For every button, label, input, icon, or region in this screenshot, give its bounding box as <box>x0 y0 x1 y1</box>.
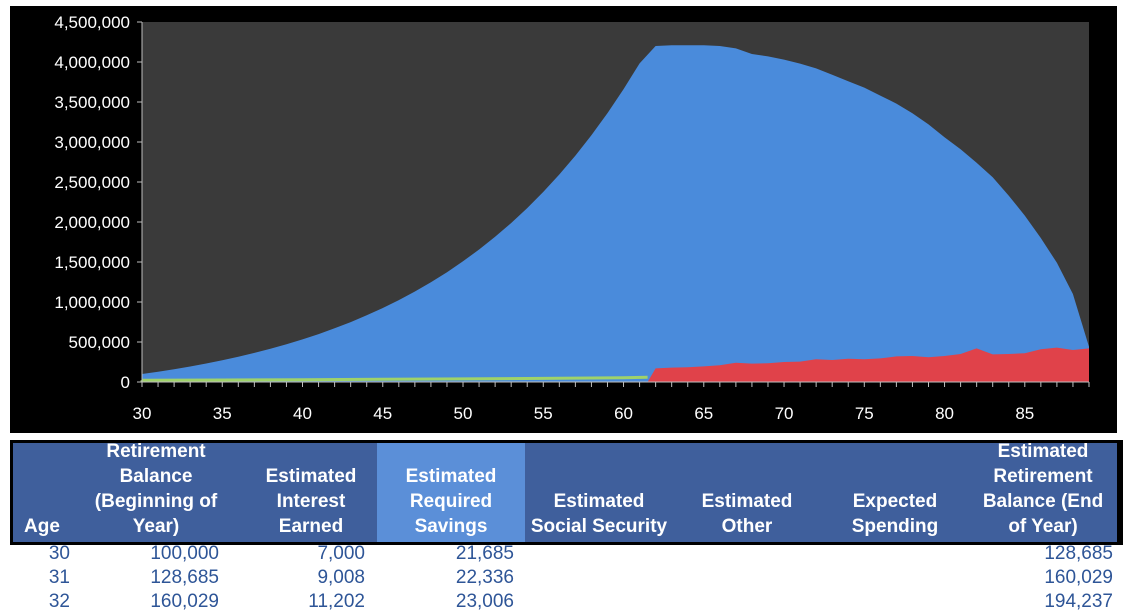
x-tick-label: 70 <box>775 404 794 423</box>
y-tick-label: 0 <box>121 373 130 392</box>
column-header-0: Age <box>13 443 71 542</box>
column-header-line: Age <box>24 516 60 537</box>
cell-begin: 160,029 <box>150 591 219 612</box>
column-header-line: Earned <box>278 516 344 537</box>
table-header-box: Age Retirement Balance (Beginning of Year) Es… <box>10 440 1123 545</box>
x-tick-label: 85 <box>1015 404 1034 423</box>
column-header-3: Estimated Required Savings <box>377 443 525 542</box>
series-spending-area <box>647 347 1089 382</box>
cell-age: 31 <box>48 567 70 588</box>
x-tick-label: 40 <box>293 404 312 423</box>
column-header-line: Estimated <box>553 491 645 512</box>
cell-interest: 11,202 <box>308 591 365 612</box>
x-tick-label: 35 <box>213 404 232 423</box>
cell-begin: 100,000 <box>150 543 219 564</box>
cell-age: 32 <box>48 591 70 612</box>
x-tick-label: 45 <box>373 404 392 423</box>
column-header-line: Estimated <box>997 443 1089 462</box>
column-header-line: Social Security <box>530 516 668 537</box>
cell-savings: 23,006 <box>455 591 514 612</box>
x-tick-label: 60 <box>614 404 633 423</box>
y-tick-label: 3,000,000 <box>54 133 130 152</box>
column-header-6: Expected Spending <box>821 443 969 542</box>
table-row: 30 100,000 7,000 21,685 128,685 <box>0 543 1126 567</box>
column-header-line: (Beginning of <box>94 491 218 512</box>
table-row: 32 160,029 11,202 23,006 194,237 <box>0 591 1126 615</box>
cell-savings: 22,336 <box>455 567 514 588</box>
column-header-1: Retirement Balance (Beginning of Year) <box>81 443 231 542</box>
column-header-line: Savings <box>414 516 488 537</box>
y-tick-label: 1,000,000 <box>54 293 130 312</box>
column-header-7: Estimated Retirement Balance (End of Year) <box>969 443 1117 542</box>
column-header-line: of Year) <box>1008 516 1078 537</box>
table-header: Age Retirement Balance (Beginning of Year) Es… <box>13 443 1117 542</box>
y-tick-label: 2,500,000 <box>54 173 130 192</box>
column-header-line: Year) <box>132 516 180 537</box>
x-tick-label: 65 <box>694 404 713 423</box>
y-tick-label: 1,500,000 <box>54 253 130 272</box>
area-chart: 30 35 40 45 50 55 60 65 70 75 80 85 0 500,000 1,000,00… <box>54 13 1090 423</box>
series-savings-area <box>140 375 648 382</box>
cell-end: 128,685 <box>1044 543 1113 564</box>
table-row: 31 128,685 9,008 22,336 160,029 <box>0 567 1126 591</box>
column-header-5: Estimated Other <box>673 443 821 542</box>
column-header-line: Balance (End <box>982 491 1104 512</box>
column-header-line: Retirement <box>106 443 206 462</box>
column-header-line: Spending <box>851 516 939 537</box>
column-header-line: Estimated <box>265 466 357 487</box>
column-header-line: Other <box>721 516 773 537</box>
cell-begin: 128,685 <box>150 567 219 588</box>
x-tick-label: 50 <box>454 404 473 423</box>
y-tick-label: 4,000,000 <box>54 53 130 72</box>
x-tick-label: 80 <box>935 404 954 423</box>
cell-age: 30 <box>48 543 70 564</box>
column-header-line: Expected <box>852 491 938 512</box>
cell-end: 194,237 <box>1044 591 1113 612</box>
column-header-line: Interest <box>276 491 346 512</box>
y-tick-label: 4,500,000 <box>54 13 130 32</box>
column-header-line: Required <box>409 491 493 512</box>
chart: 30 35 40 45 50 55 60 65 70 75 80 85 0 500,000 1,000,00… <box>10 6 1117 433</box>
column-header-line: Retirement <box>993 466 1093 487</box>
y-tick-label: 2,000,000 <box>54 213 130 232</box>
column-header-2: Estimated Interest Earned <box>241 443 381 542</box>
column-header-line: Balance <box>119 466 193 487</box>
cell-interest: 7,000 <box>317 543 365 564</box>
x-tick-label: 75 <box>855 404 874 423</box>
x-tick-label: 30 <box>133 404 152 423</box>
cell-interest: 9,008 <box>317 567 365 588</box>
y-tick-label: 3,500,000 <box>54 93 130 112</box>
cell-end: 160,029 <box>1044 567 1113 588</box>
column-header-line: Estimated <box>405 466 497 487</box>
column-header-4: Estimated Social Security <box>525 443 673 542</box>
column-header-line: Estimated <box>701 491 793 512</box>
y-tick-label: 500,000 <box>69 333 130 352</box>
cell-savings: 21,685 <box>455 543 514 564</box>
series-balance-area <box>142 45 1089 382</box>
x-tick-label: 55 <box>534 404 553 423</box>
